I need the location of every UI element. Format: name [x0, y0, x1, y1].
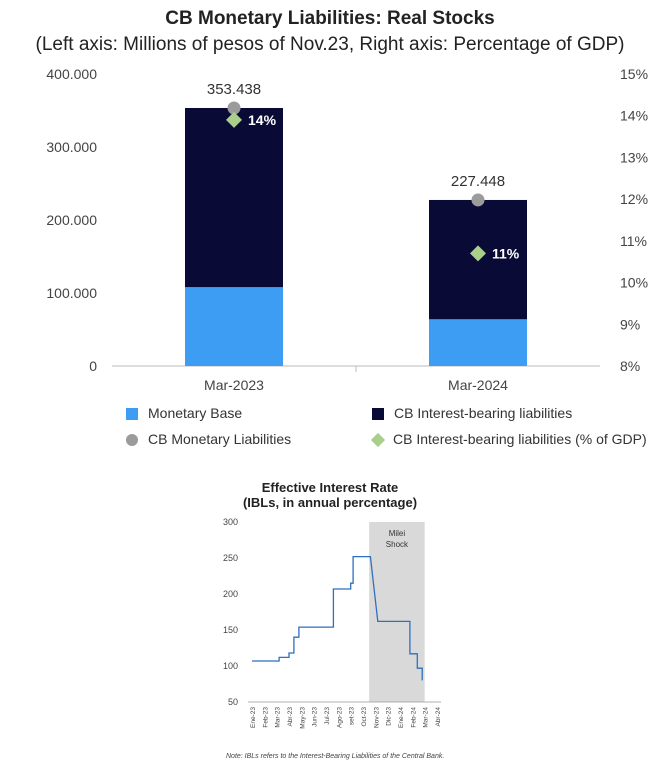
y-tick-label: 200 [223, 589, 238, 599]
y2-tick-label: 14% [620, 108, 648, 124]
y2-tick-label: 8% [620, 358, 640, 374]
monetary-liabilities-swatch [126, 434, 138, 447]
x-tick-label: Abr-24 [435, 707, 442, 727]
y2-tick-label: 9% [620, 316, 640, 332]
chart-title: CB Monetary Liabilities: Real Stocks [165, 8, 495, 29]
y-tick-label: 150 [223, 625, 238, 635]
y2-tick-label: 13% [620, 149, 648, 165]
legend-label: CB Interest-bearing liabilities (% of GD… [393, 431, 647, 447]
legend-label: CB Monetary Liabilities [148, 431, 292, 447]
y2-tick-label: 12% [620, 191, 648, 207]
point-ibl-gdp [470, 245, 486, 262]
x-tick-label: Ago-23 [336, 707, 343, 728]
data-label-total: 227.448 [451, 173, 505, 190]
bar-monetary-base [429, 319, 527, 366]
bar-ibl [185, 107, 283, 288]
x-tick-label: Abr-23 [287, 707, 294, 727]
x-tick-label: Feb-23 [262, 707, 269, 728]
legend-item-monetary-liabilities: CB Monetary Liabilities [126, 431, 291, 447]
milei-shock-band [369, 522, 425, 702]
x-tick-label: Mar-23 [275, 707, 282, 728]
data-label-gdp: 14% [248, 112, 277, 128]
x-tick-label: Ene-23 [250, 707, 257, 728]
annotation-line-2: Shock [386, 540, 409, 549]
x-tick-label: Mar-2024 [448, 377, 508, 393]
x-tick-label: Jun-23 [312, 707, 319, 727]
y-tick-label: 300 [223, 517, 238, 527]
rate-chart-subtitle: (IBLs, in annual percentage) [242, 495, 418, 510]
x-tick-label: Oct-23 [361, 707, 368, 727]
annotation-line-1: Milei [389, 529, 406, 538]
data-label-total: 353.438 [207, 81, 261, 98]
legend-item-ibl: CB Interest-bearing liabilities [372, 405, 572, 421]
y2-tick-label: 15% [620, 66, 648, 82]
x-tick-label: set-23 [349, 707, 356, 725]
y-tick-label: 200.000 [46, 212, 97, 228]
y-tick-label: 50 [228, 697, 238, 707]
legend-item-ibl-gdp: CB Interest-bearing liabilities (% of GD… [370, 431, 647, 448]
bar-monetary-base [185, 287, 283, 366]
x-tick-label: Mar-2023 [204, 377, 264, 393]
rate-chart-note: Note: IBLs refers to the Interest-Bearin… [226, 753, 445, 760]
legend-item-monetary-base: Monetary Base [126, 405, 242, 421]
x-tick-label: Feb-24 [410, 707, 417, 728]
y-tick-label: 100.000 [46, 285, 97, 301]
data-label-gdp: 11% [492, 245, 520, 261]
point-ibl-gdp [226, 111, 242, 128]
y-tick-label: 300.000 [46, 139, 97, 155]
y2-tick-label: 11% [620, 233, 647, 249]
chart-subtitle: (Left axis: Millions of pesos of Nov.23,… [35, 34, 625, 55]
y-tick-label: 250 [223, 553, 238, 563]
legend-label: Monetary Base [148, 405, 243, 421]
y-tick-label: 100 [223, 661, 238, 671]
ibl-swatch [372, 408, 384, 421]
x-tick-label: May-23 [299, 707, 306, 729]
x-tick-label: Dic-23 [386, 707, 393, 726]
rate-line [252, 555, 423, 681]
x-tick-label: Mar-24 [423, 707, 430, 728]
point-monetary-liabilities [227, 101, 241, 115]
y2-tick-label: 10% [620, 275, 648, 291]
y-tick-label: 400.000 [46, 66, 97, 82]
legend-label: CB Interest-bearing liabilities [394, 405, 573, 421]
stocks-chart: 0 100.000 200.000 300.000 400.000 8% 9% 10% 11% 1… [46, 66, 648, 393]
x-tick-label: Ene-24 [398, 707, 405, 728]
monetary-base-swatch [126, 408, 138, 421]
rate-chart-title: Effective Interest Rate [261, 480, 399, 495]
y-tick-label: 0 [89, 358, 97, 374]
x-tick-label: Nov-23 [373, 707, 380, 728]
point-monetary-liabilities [471, 193, 485, 207]
x-tick-label: Jul-23 [324, 707, 331, 725]
